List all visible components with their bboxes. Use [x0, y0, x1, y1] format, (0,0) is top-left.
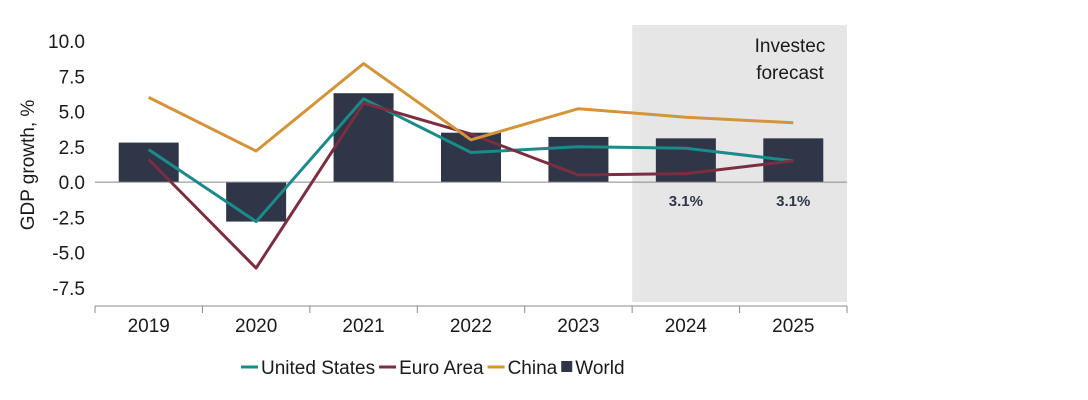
- y-tick-label: -5.0: [52, 244, 85, 265]
- y-tick-label: -2.5: [52, 208, 85, 229]
- x-tick-label-2019: 2019: [128, 316, 170, 337]
- y-tick-label: 5.0: [59, 103, 85, 124]
- y-tick-label: 0.0: [59, 173, 85, 194]
- series-lines: [147, 62, 794, 270]
- y-tick-label: 2.5: [59, 138, 85, 159]
- y-axis-label: GDP growth, %: [18, 100, 39, 231]
- legend-label-china: China: [508, 358, 558, 379]
- labels: 3.1% 3.1%: [669, 193, 811, 210]
- y-tick-label: 10.0: [48, 32, 85, 53]
- data-label-2024: 3.1%: [669, 193, 703, 210]
- legend-label-united-states: United States: [261, 358, 375, 379]
- x-tick-label-2021: 2021: [342, 316, 384, 337]
- line-united-states: [147, 97, 794, 224]
- legend-label-euro-area: Euro Area: [399, 358, 484, 379]
- x-tick-label-2023: 2023: [557, 316, 599, 337]
- x-tick-label-2020: 2020: [235, 316, 277, 337]
- line-euro-area: [147, 101, 794, 270]
- forecast-label-line1: Investec: [755, 36, 826, 57]
- bar-world-2024: [655, 138, 716, 183]
- x-tick-label-2024: 2024: [665, 316, 708, 337]
- line-china: [148, 62, 794, 153]
- y-tick-label: -7.5: [52, 279, 85, 300]
- legend: United States Euro Area China World: [241, 358, 625, 379]
- data-label-2025: 3.1%: [776, 193, 810, 210]
- forecast-label-line2: forecast: [756, 63, 824, 84]
- bar-world-2020: [226, 182, 287, 222]
- legend-label-world: World: [575, 358, 624, 379]
- x-tick-label-2025: 2025: [772, 316, 814, 337]
- x-tick-label-2022: 2022: [450, 316, 492, 337]
- legend-swatch-world: [561, 361, 573, 372]
- axes: 2019 2020 2021 2022 2023 2024 2025 10.0 7.5 5.0 2.…: [18, 32, 848, 337]
- y-tick-label: 7.5: [59, 67, 85, 88]
